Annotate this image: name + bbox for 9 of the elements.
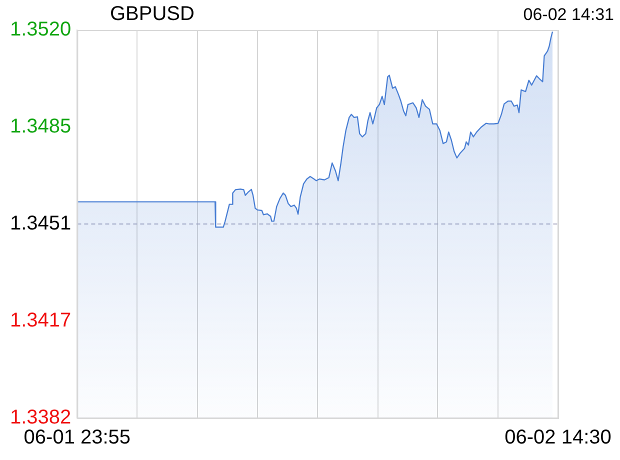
- x-tick-label: 06-01 23:55: [24, 426, 131, 449]
- y-tick-label: 1.3485: [10, 116, 72, 138]
- y-tick-label: 1.3417: [10, 310, 72, 332]
- y-tick-label: 1.3520: [10, 18, 72, 41]
- x-tick-label: 06-02 14:30: [504, 426, 612, 449]
- y-tick-label: 1.3382: [10, 406, 72, 429]
- text: 06-02 14:31: [523, 5, 614, 25]
- chart-title: GBPUSD: [110, 3, 194, 26]
- y-tick-label: 1.3451: [10, 212, 72, 235]
